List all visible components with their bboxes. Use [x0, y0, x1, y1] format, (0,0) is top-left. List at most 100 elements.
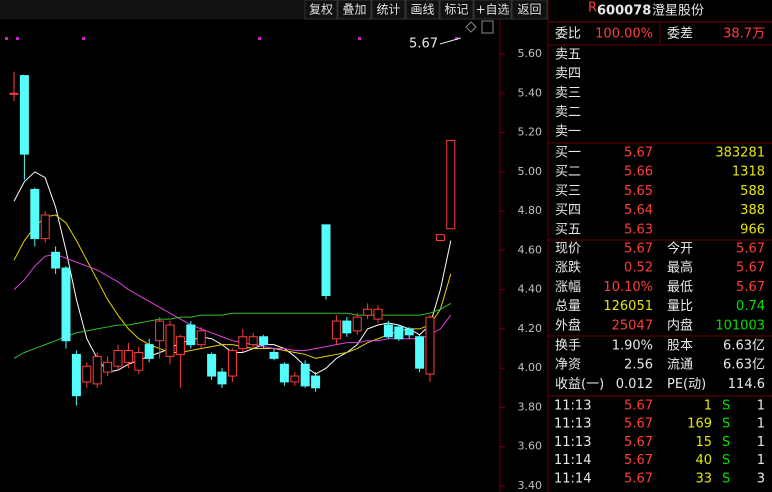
ticks-cell: 11:14 [554, 453, 591, 468]
buy-cell: 买一 [555, 146, 581, 161]
buy-cell: 5.64 [624, 203, 653, 218]
quote-cell: 外盘 [555, 317, 581, 333]
stats-cell: 114.6 [728, 377, 765, 392]
candle-body [415, 336, 425, 369]
ticks-cell: 5.67 [624, 453, 653, 468]
stats-cell: 2.56 [624, 358, 653, 373]
toolbar-button[interactable] [473, 0, 512, 20]
candle-body [259, 336, 269, 346]
quote-cell: 涨跌 [555, 260, 581, 276]
candle-body [373, 308, 383, 320]
candle-body [175, 336, 185, 355]
ticks-cell: S [722, 399, 730, 414]
candle-body [248, 336, 258, 346]
buy-cell: 买五 [555, 222, 581, 237]
toolbar-label[interactable]: 统计 [376, 3, 400, 17]
stats-cell: 收益(一) [555, 377, 604, 392]
toolbar-button[interactable] [439, 0, 474, 20]
toolbar-button[interactable] [337, 0, 372, 20]
order_ratio-cell: 委比 [555, 27, 581, 42]
toolbar-label[interactable]: 叠加 [342, 3, 366, 17]
candle-body [311, 375, 321, 389]
candle-body [300, 363, 310, 387]
candle-body [196, 330, 206, 346]
stats-cell: 流通 [667, 358, 693, 373]
candle-body [279, 363, 289, 383]
candle-body [207, 353, 217, 377]
y-tick-label: 4.60 [518, 243, 543, 256]
marker-dot [82, 37, 85, 40]
stats-cell: 净资 [555, 358, 581, 373]
ticks-cell: 40 [695, 453, 712, 468]
candle-body [51, 251, 61, 269]
quote-cell: 量比 [667, 299, 693, 314]
ma-line [13, 214, 452, 359]
ticks-cell: 33 [695, 471, 712, 486]
ticks-cell: 11:14 [554, 471, 591, 486]
toolbar-label[interactable]: 画线 [410, 3, 434, 17]
candle-body [144, 344, 154, 359]
candle-body [290, 375, 300, 383]
candle-body [342, 320, 352, 334]
toolbar-label[interactable]: +自选 [475, 3, 509, 17]
quote-cell: 126051 [603, 299, 653, 314]
order_ratio-cell: 委差 [667, 27, 693, 42]
candle-body [404, 328, 414, 336]
quote-cell: 5.67 [736, 242, 765, 257]
candle-body [19, 75, 29, 155]
toolbar-button[interactable] [405, 0, 440, 20]
toolbar-label[interactable]: 标记 [444, 3, 468, 17]
quote-cell: 5.67 [624, 242, 653, 257]
marker-dot [258, 37, 261, 40]
candle-body [269, 351, 279, 359]
candle-body [446, 139, 456, 230]
sell-cell: 卖四 [555, 67, 581, 82]
sell-cell: 卖三 [555, 86, 581, 101]
buy-cell: 买三 [555, 184, 581, 199]
buy-cell: 买四 [555, 203, 581, 218]
candle-body [61, 267, 71, 342]
candle-body [352, 316, 362, 332]
ticks-cell: S [722, 453, 730, 468]
candle-body [9, 92, 19, 95]
y-tick-label: 4.20 [518, 322, 543, 335]
ticks-cell: 1 [757, 453, 765, 468]
ticks-cell: 1 [704, 399, 712, 414]
ticks-cell: 15 [695, 435, 712, 450]
candle-body [92, 355, 102, 385]
buy-cell: 1318 [732, 165, 765, 180]
ticks-cell: 1 [757, 417, 765, 432]
toolbar-label[interactable]: 返回 [517, 3, 541, 17]
ticks-cell: 5.67 [624, 435, 653, 450]
buy-cell: 5.66 [624, 165, 653, 180]
candle-body [40, 214, 50, 240]
buy-cell: 5.65 [624, 184, 653, 199]
toolbar-label[interactable]: 复权 [309, 3, 333, 17]
candle-body [103, 361, 113, 373]
toolbar-button[interactable] [371, 0, 406, 20]
ma-line [13, 253, 452, 352]
candle-body [238, 336, 248, 350]
buy-cell: 5.67 [624, 146, 653, 161]
y-tick-label: 4.00 [518, 361, 543, 374]
buy-cell: 383281 [715, 146, 765, 161]
ticks-cell: 169 [687, 417, 712, 432]
icon [465, 21, 477, 33]
buy-cell: 588 [740, 184, 765, 199]
y-tick-label: 5.00 [518, 165, 543, 178]
buy-cell: 买二 [555, 165, 581, 180]
candle-body [394, 326, 404, 340]
candle-body [425, 316, 435, 375]
stats-cell: 0.012 [616, 377, 653, 392]
quote-cell: 现价 [555, 242, 581, 257]
ticks-cell: 11:13 [554, 435, 591, 450]
ticks-cell: 1 [757, 435, 765, 450]
toolbar-button[interactable] [511, 0, 548, 20]
toolbar-button[interactable] [304, 0, 338, 20]
y-tick-label: 4.40 [518, 283, 543, 296]
y-tick-label: 5.60 [518, 47, 543, 60]
stats-cell: 6.63亿 [723, 358, 765, 373]
candle-body [165, 324, 175, 357]
